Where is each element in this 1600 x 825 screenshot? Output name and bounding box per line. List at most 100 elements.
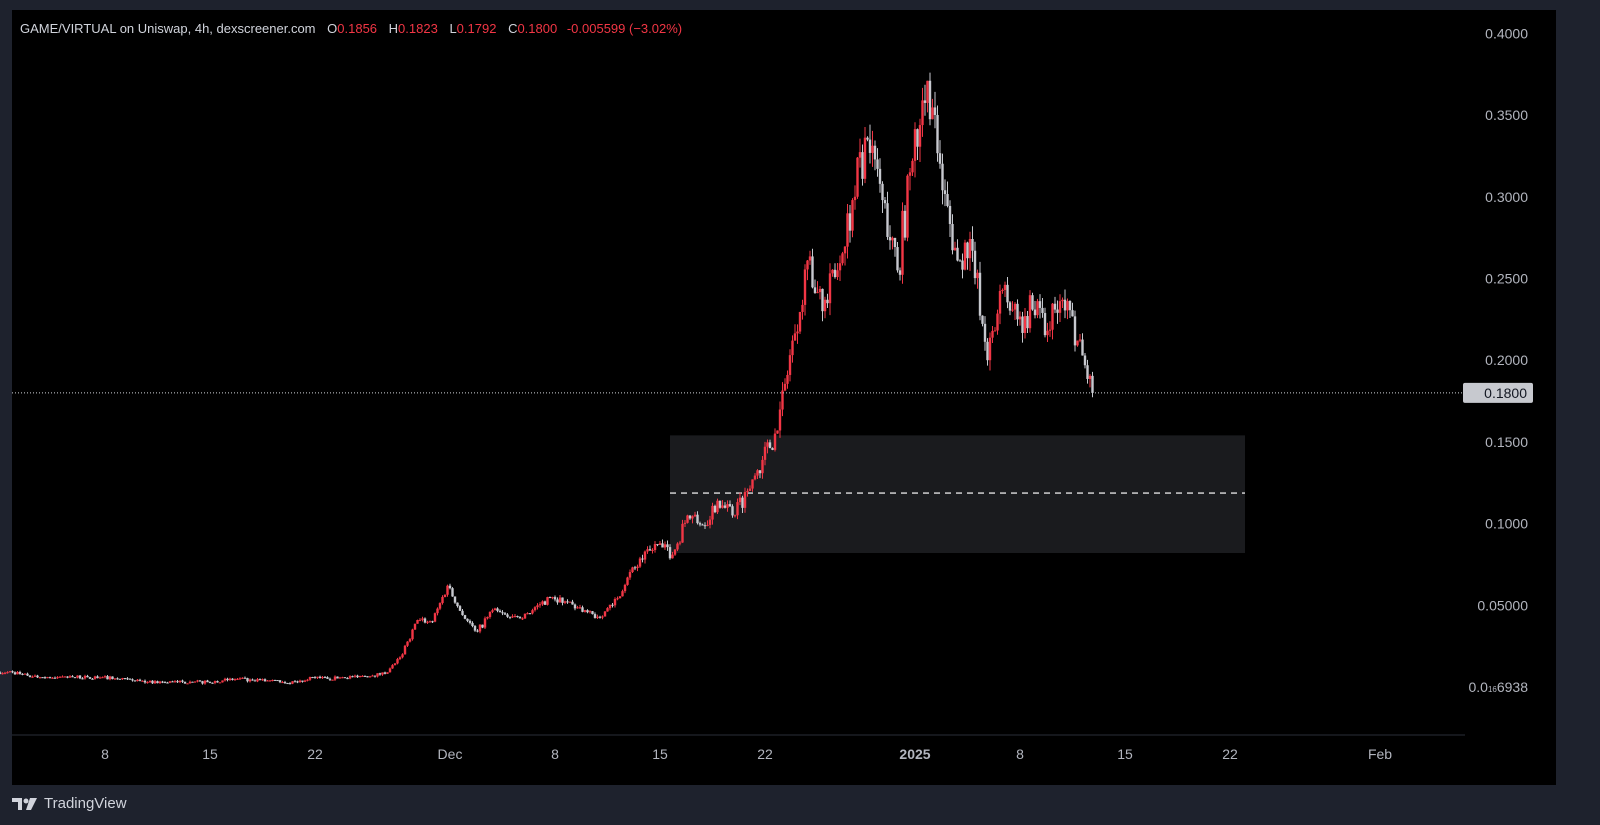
candle-body [251,679,254,681]
candle-body [233,679,237,681]
candle-body [276,680,279,682]
candle-body [451,588,454,597]
tradingview-label: TradingView [44,795,127,812]
candle-body [603,611,607,617]
candle-body [471,622,474,627]
candle-body [476,630,479,632]
candle-body [566,601,569,603]
candle-body [551,597,554,599]
candle-body [301,680,304,682]
candle-body [266,680,269,682]
candle-body [221,680,224,683]
candle-body [528,613,532,615]
candle-body [1018,316,1022,320]
candle-body [676,543,679,550]
candle-body [728,504,732,507]
candle-body [813,287,817,293]
candle-body [598,616,602,618]
candle-body [161,681,164,683]
candle-body [1068,301,1072,311]
candle-body [563,601,567,603]
candle-body [156,681,159,684]
candle-body [188,681,192,684]
candle-body [271,679,274,681]
candle-body [496,608,499,611]
candle-body [831,269,834,274]
candle-body [343,677,347,679]
candle-body [411,629,414,640]
low-value: 0.1792 [456,21,497,36]
candle-body [791,340,794,356]
candle-body [801,304,804,312]
candle-body [538,604,542,606]
candle-body [618,596,622,599]
candle-body [981,315,984,324]
candle-body [558,597,562,603]
candle-body [23,673,27,675]
candle-body [956,247,959,261]
candle-body [311,676,314,678]
candle-body [776,430,779,434]
candle-body [58,676,62,678]
x-tick-label: 15 [202,746,218,762]
candle-body [438,603,442,609]
candle-body [701,524,704,526]
candle-body [653,544,657,550]
candle-body [56,677,59,679]
candle-body [713,505,717,513]
candle-body [0,672,2,674]
candle-body [963,242,967,270]
candle-body [871,145,874,153]
change-value: -0.005599 (−3.02%) [566,21,683,36]
candle-body [1056,309,1059,313]
candle-body [918,125,922,147]
candle-body [228,678,232,681]
candle-body [1013,303,1017,310]
candle-body [748,488,752,491]
candle-body [851,200,854,231]
candle-body [688,515,692,519]
candle-body [363,675,367,677]
candle-body [463,615,467,619]
tradingview-brand[interactable]: TradingView [12,795,127,812]
candle-body [921,100,924,126]
candle-body [811,256,814,288]
candle-body [888,236,892,241]
candle-body [313,677,317,679]
candle-body [478,624,482,632]
high-value: 0.1823 [398,21,438,36]
y-tick-label: 0.3000 [1485,189,1528,205]
candle-body [356,675,359,678]
candle-body [98,677,102,679]
candle-body [308,676,312,680]
candle-body [1006,284,1009,303]
candle-body [368,676,372,678]
candle-body [13,672,17,675]
candle-body [686,515,689,523]
candle-body [321,677,324,679]
candle-body [446,585,449,595]
candle-body [696,514,699,524]
candle-body [408,639,412,642]
candle-body [838,263,842,271]
chart-panel[interactable] [12,10,1556,785]
last-price-label: 0.1800 [1484,385,1527,401]
candle-body [946,194,949,206]
candle-body [536,605,539,608]
x-tick-label: 22 [307,746,323,762]
y-tick-label: 0.4000 [1485,25,1528,41]
candle-body [218,682,222,684]
candle-body [961,260,964,270]
candle-body [403,645,407,655]
candle-body [636,566,639,568]
candle-body [913,129,917,161]
candle-body [916,129,919,147]
candle-body [743,492,747,508]
candle-body [468,620,472,623]
candle-body [626,577,629,585]
candle-body [793,333,797,341]
candle-body [388,668,392,673]
candle-body [26,673,29,676]
candle-body [338,677,342,679]
